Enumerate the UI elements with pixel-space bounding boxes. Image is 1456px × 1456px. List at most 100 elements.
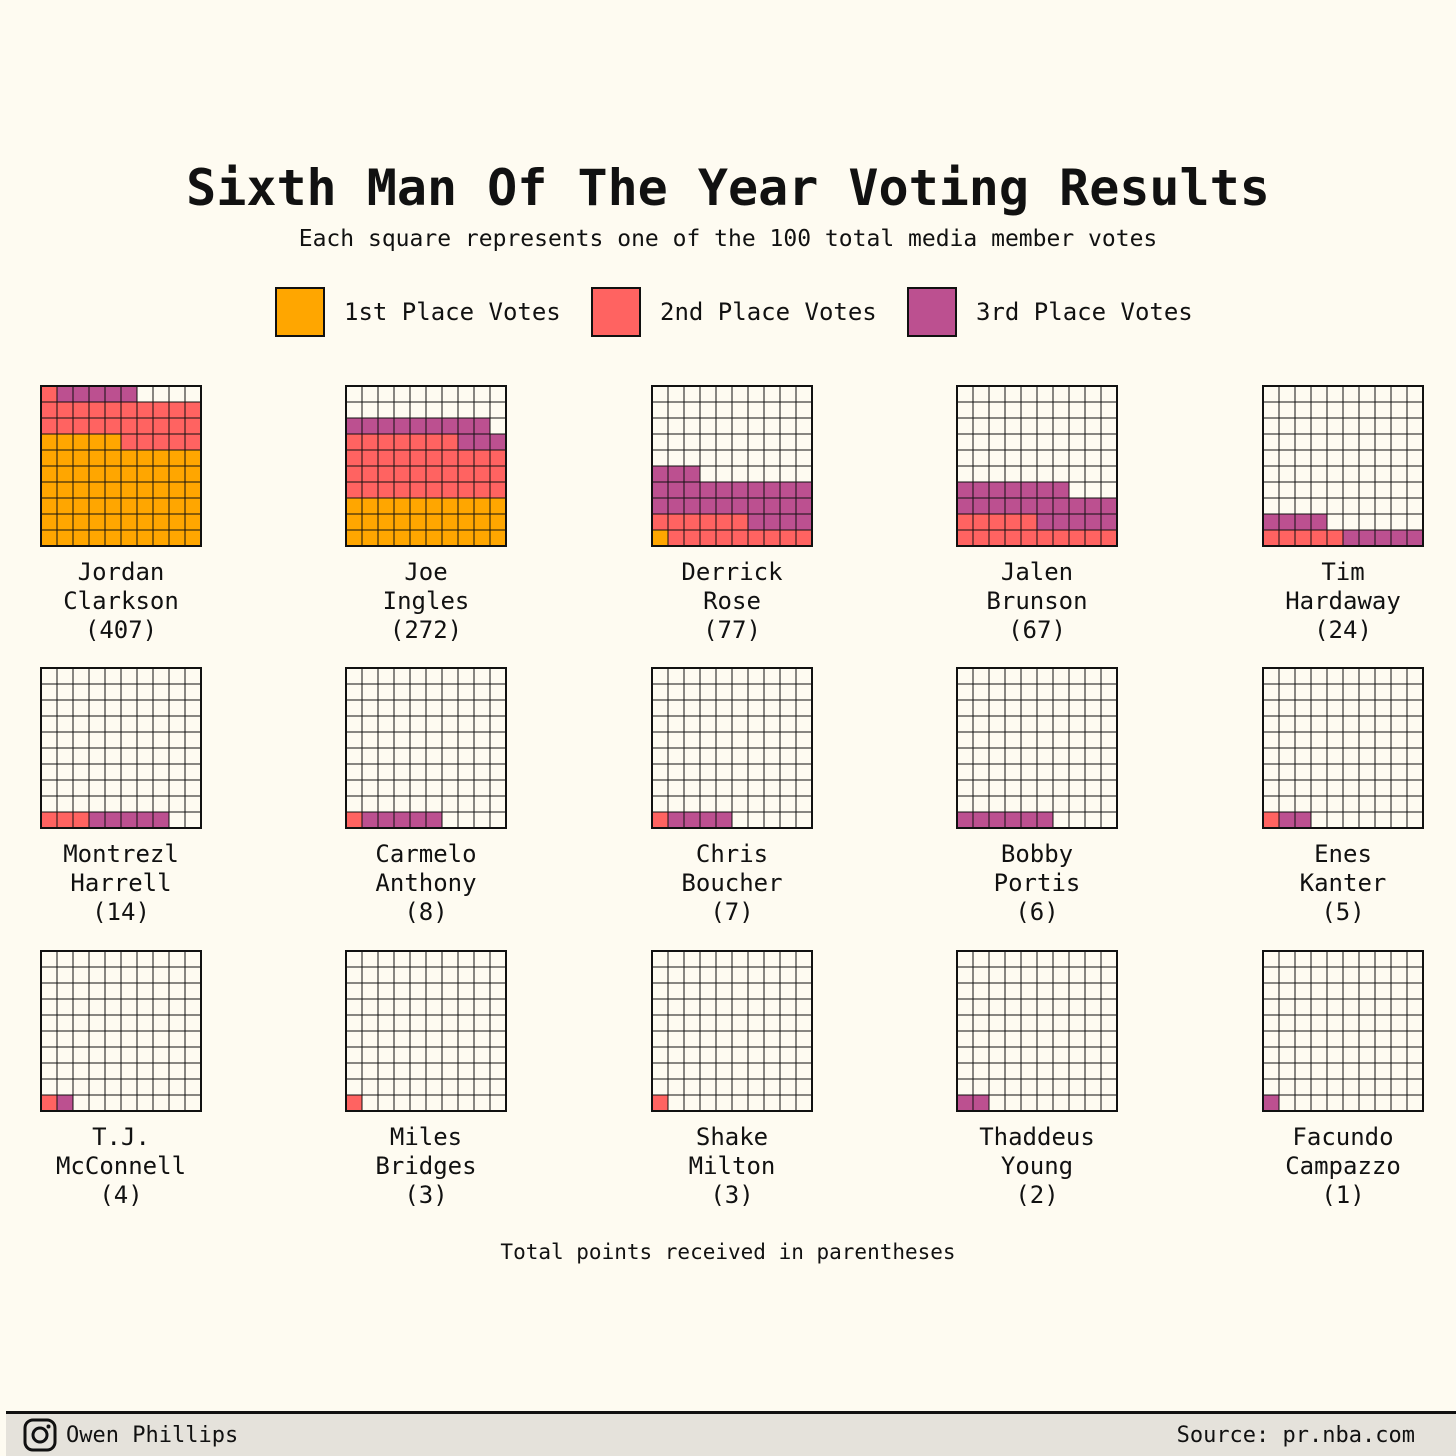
empty-square [1052, 401, 1070, 419]
empty-square [1068, 982, 1086, 1000]
empty-square [779, 1062, 797, 1080]
empty-square [731, 449, 749, 467]
empty-square [1278, 731, 1296, 749]
empty-square [345, 699, 363, 717]
empty-square [1068, 1078, 1086, 1096]
empty-square [1278, 683, 1296, 701]
vote-square [1390, 529, 1408, 547]
empty-square [489, 950, 507, 968]
empty-square [1358, 982, 1376, 1000]
empty-square [88, 1046, 106, 1064]
empty-square [1068, 731, 1086, 749]
vote-square [152, 497, 170, 515]
empty-square [651, 699, 669, 717]
vote-square [393, 417, 411, 435]
empty-square [699, 667, 717, 685]
empty-square [1004, 1062, 1022, 1080]
empty-square [1326, 417, 1344, 435]
empty-square [1068, 417, 1086, 435]
empty-square [699, 417, 717, 435]
empty-square [1052, 950, 1070, 968]
empty-square [152, 1014, 170, 1032]
empty-square [1374, 417, 1392, 435]
empty-square [1310, 779, 1328, 797]
vote-square [683, 529, 701, 547]
empty-square [956, 433, 974, 451]
empty-square [104, 715, 122, 733]
empty-square [457, 699, 475, 717]
empty-square [425, 982, 443, 1000]
legend-label-1st: 1st Place Votes [344, 298, 561, 326]
empty-square [1374, 513, 1392, 531]
empty-square [1052, 811, 1070, 829]
empty-square [393, 1062, 411, 1080]
vote-square [1310, 529, 1328, 547]
vote-square [972, 1094, 990, 1112]
vote-square [1036, 811, 1054, 829]
empty-square [1052, 715, 1070, 733]
empty-square [1406, 497, 1424, 515]
empty-square [795, 417, 813, 435]
empty-square [795, 966, 813, 984]
waffle-hardaway [1262, 385, 1424, 547]
empty-square [683, 966, 701, 984]
vote-square [988, 513, 1006, 531]
empty-square [1310, 795, 1328, 813]
empty-square [731, 950, 749, 968]
empty-square [1358, 417, 1376, 435]
empty-square [40, 1014, 58, 1032]
empty-square [168, 779, 186, 797]
vote-square [1084, 513, 1102, 531]
empty-square [1084, 950, 1102, 968]
vote-square [763, 497, 781, 515]
empty-square [56, 966, 74, 984]
empty-square [184, 667, 202, 685]
empty-square [747, 998, 765, 1016]
empty-square [345, 966, 363, 984]
empty-square [651, 417, 669, 435]
empty-square [715, 731, 733, 749]
empty-square [1390, 1046, 1408, 1064]
vote-square [168, 433, 186, 451]
empty-square [763, 1094, 781, 1112]
empty-square [1278, 385, 1296, 403]
vote-square [1020, 529, 1038, 547]
player-label: Enes Kanter (5) [1233, 840, 1453, 927]
empty-square [104, 1046, 122, 1064]
empty-square [1084, 401, 1102, 419]
empty-square [1326, 699, 1344, 717]
empty-square [715, 763, 733, 781]
empty-square [747, 1094, 765, 1112]
empty-square [1100, 1094, 1118, 1112]
empty-square [651, 795, 669, 813]
empty-square [1294, 699, 1312, 717]
player-label: Derrick Rose (77) [622, 558, 842, 645]
empty-square [1406, 385, 1424, 403]
empty-square [651, 433, 669, 451]
empty-square [956, 667, 974, 685]
empty-square [779, 763, 797, 781]
vote-square [1294, 811, 1312, 829]
empty-square [988, 433, 1006, 451]
empty-square [972, 1046, 990, 1064]
vote-square [956, 1094, 974, 1112]
empty-square [1326, 950, 1344, 968]
empty-square [683, 998, 701, 1016]
empty-square [489, 763, 507, 781]
empty-square [72, 747, 90, 765]
empty-square [361, 683, 379, 701]
empty-square [1374, 449, 1392, 467]
empty-square [667, 795, 685, 813]
empty-square [1406, 795, 1424, 813]
empty-square [1326, 731, 1344, 749]
vote-square [731, 481, 749, 499]
empty-square [1052, 417, 1070, 435]
empty-square [489, 1030, 507, 1048]
player-points: (6) [1015, 898, 1059, 926]
empty-square [104, 1030, 122, 1048]
empty-square [972, 1030, 990, 1048]
empty-square [1294, 779, 1312, 797]
empty-square [56, 731, 74, 749]
empty-square [1068, 449, 1086, 467]
empty-square [1278, 779, 1296, 797]
